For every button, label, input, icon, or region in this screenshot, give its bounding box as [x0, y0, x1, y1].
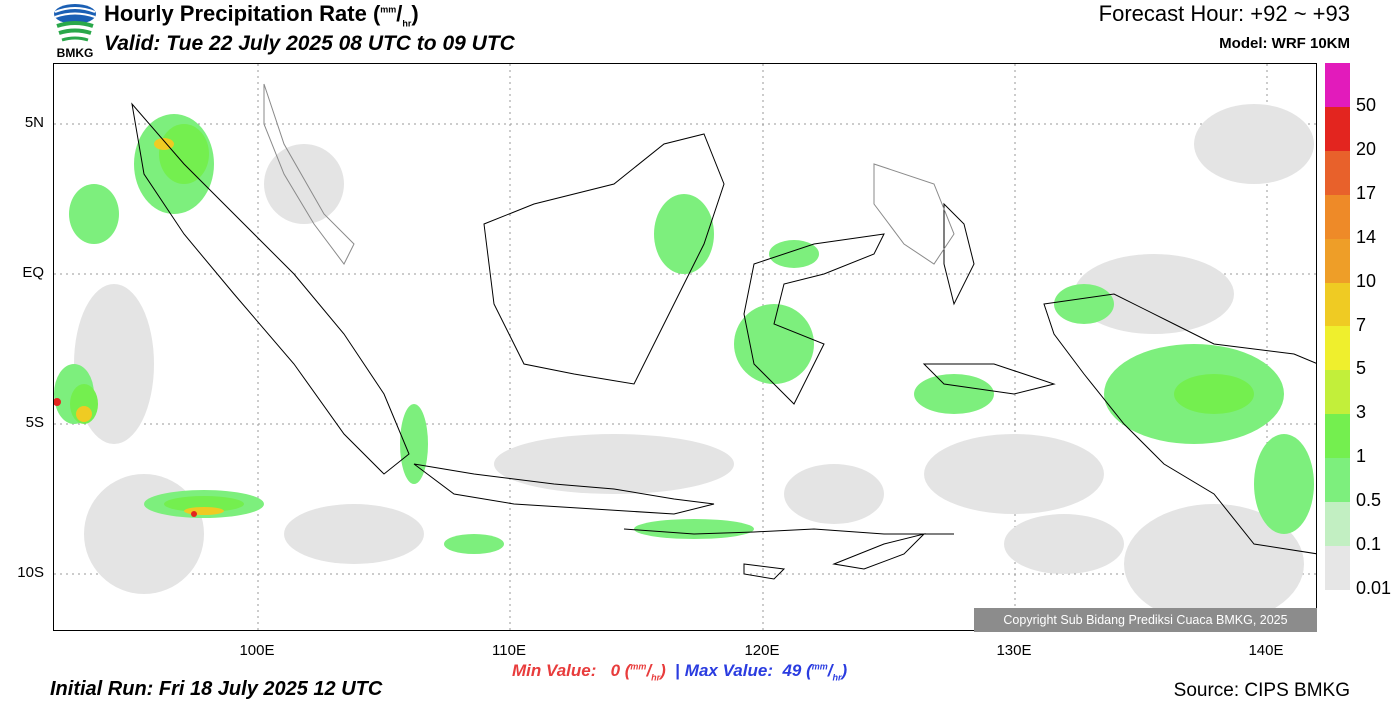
valid-time: Valid: Tue 22 July 2025 08 UTC to 09 UTC	[104, 32, 515, 55]
legend-label: 1	[1356, 446, 1367, 467]
legend-swatch	[1325, 106, 1350, 151]
lat-label-eq: EQ	[22, 264, 44, 281]
legend-swatch	[1325, 458, 1350, 503]
precipitation-map[interactable]	[53, 63, 1317, 631]
lon-label-100e: 100E	[239, 642, 275, 659]
lat-label-5n: 5N	[24, 114, 44, 131]
model-name: Model: WRF 10KM	[1219, 35, 1350, 52]
legend-label: 5	[1356, 358, 1367, 379]
legend-label: 10	[1356, 270, 1377, 291]
legend-label: 0.01	[1356, 578, 1392, 598]
bmkg-logo	[52, 2, 98, 60]
legend-label: 7	[1356, 314, 1367, 335]
lat-label-5s: 5S	[25, 414, 44, 431]
legend-label: 17	[1356, 182, 1377, 203]
copyright-notice: Copyright Sub Bidang Prediksi Cuaca BMKG…	[974, 608, 1317, 632]
legend-label: 0.1	[1356, 534, 1382, 555]
lon-label-120e: 120E	[744, 642, 780, 659]
map-gridlines	[54, 64, 1316, 630]
coastlines	[131, 83, 1316, 580]
forecast-hour: Forecast Hour: +92 ~ +93	[1098, 1, 1350, 26]
legend-swatch	[1325, 282, 1350, 327]
legend-colorbar	[1325, 63, 1350, 590]
lon-label-130e: 130E	[996, 642, 1032, 659]
initial-run: Initial Run: Fri 18 July 2025 12 UTC	[50, 678, 383, 700]
precip-intense	[76, 138, 224, 515]
legend-swatch	[1325, 63, 1350, 107]
legend-swatch	[1325, 545, 1350, 590]
lon-label-110e: 110E	[492, 642, 526, 659]
legend-label: 3	[1356, 402, 1367, 423]
legend-swatch	[1325, 414, 1350, 459]
legend-swatch	[1325, 326, 1350, 371]
legend-swatch	[1325, 238, 1350, 283]
legend-label: 14	[1356, 226, 1377, 247]
lon-label-140e: 140E	[1248, 642, 1284, 659]
source: Source: CIPS BMKG	[1173, 680, 1350, 701]
logo-text: BMKG	[56, 46, 94, 60]
legend-swatch	[1325, 502, 1350, 546]
legend-label: 50	[1356, 94, 1377, 115]
legend-swatch	[1325, 370, 1350, 415]
min-max-values: Min Value: 0 (mm/hr) | Max Value: 49 (mm…	[512, 661, 848, 683]
chart-title: Hourly Precipitation Rate (mm/hr)	[104, 1, 419, 29]
legend-swatch	[1325, 194, 1350, 239]
legend-label: 0.5	[1356, 490, 1382, 511]
lat-label-10s: 10S	[17, 564, 44, 581]
legend-swatch	[1325, 150, 1350, 195]
precip-extreme	[54, 398, 197, 517]
legend-label: 20	[1356, 138, 1377, 159]
